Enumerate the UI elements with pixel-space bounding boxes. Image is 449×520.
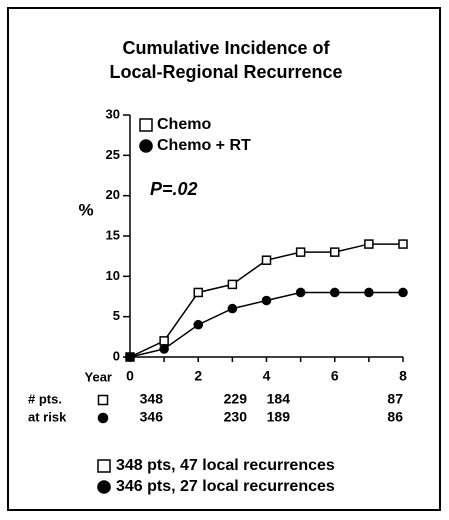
marker-circle	[227, 303, 238, 314]
annotation: P=.02	[150, 179, 198, 199]
marker-square	[193, 287, 203, 298]
footnote: 346 pts, 27 local recurrences	[116, 478, 335, 495]
marker-square	[159, 336, 169, 346]
footnote: 348 pts, 47 local recurrences	[116, 457, 335, 474]
marker-circle	[398, 287, 408, 298]
risk-label: # pts.	[28, 391, 62, 406]
marker-square	[330, 247, 340, 257]
x-tick-label: 0	[126, 368, 134, 384]
y-tick-label: 0	[113, 348, 120, 363]
risk-value: 189	[267, 409, 291, 425]
marker-square	[364, 239, 374, 249]
legend-label: Chemo + RT	[157, 137, 251, 154]
marker-circle	[261, 295, 272, 306]
risk-value: 86	[387, 409, 403, 425]
marker-circle	[97, 480, 111, 494]
x-tick-label: 4	[263, 368, 271, 384]
chart-title: Cumulative Incidence of	[122, 38, 330, 58]
marker-square	[97, 394, 109, 406]
risk-value: 346	[140, 409, 164, 425]
marker-square	[97, 459, 111, 473]
marker-circle	[125, 352, 135, 362]
x-tick-label: 8	[399, 368, 407, 384]
y-tick-label: 10	[106, 268, 120, 283]
y-tick-label: 30	[106, 106, 120, 121]
marker-circle	[295, 287, 306, 298]
marker-square	[398, 239, 408, 249]
legend-label: Chemo	[157, 116, 211, 133]
marker-square	[139, 118, 153, 132]
marker-circle	[329, 287, 340, 298]
marker-circle	[97, 412, 109, 424]
chart-title: Local-Regional Recurrence	[109, 62, 342, 82]
marker-circle	[364, 287, 374, 298]
frame	[7, 7, 441, 511]
marker-circle	[139, 139, 153, 153]
risk-value: 348	[140, 391, 164, 407]
marker-square	[227, 279, 238, 290]
risk-label: at risk	[28, 409, 67, 424]
y-tick-label: 25	[106, 147, 120, 162]
marker-circle	[159, 344, 169, 354]
y-tick-label: 5	[113, 308, 120, 323]
risk-value: 229	[224, 391, 248, 407]
x-axis-label: Year	[85, 369, 112, 384]
marker-circle	[193, 319, 204, 330]
marker-square	[261, 255, 272, 265]
marker-square	[295, 247, 306, 257]
x-tick-label: 2	[194, 368, 202, 384]
risk-value: 87	[387, 391, 403, 407]
risk-value: 184	[267, 391, 291, 407]
y-tick-label: 15	[106, 227, 120, 242]
y-tick-label: 20	[106, 187, 120, 202]
y-axis-label: %	[78, 200, 93, 219]
x-tick-label: 6	[331, 368, 339, 384]
risk-value: 230	[224, 409, 248, 425]
